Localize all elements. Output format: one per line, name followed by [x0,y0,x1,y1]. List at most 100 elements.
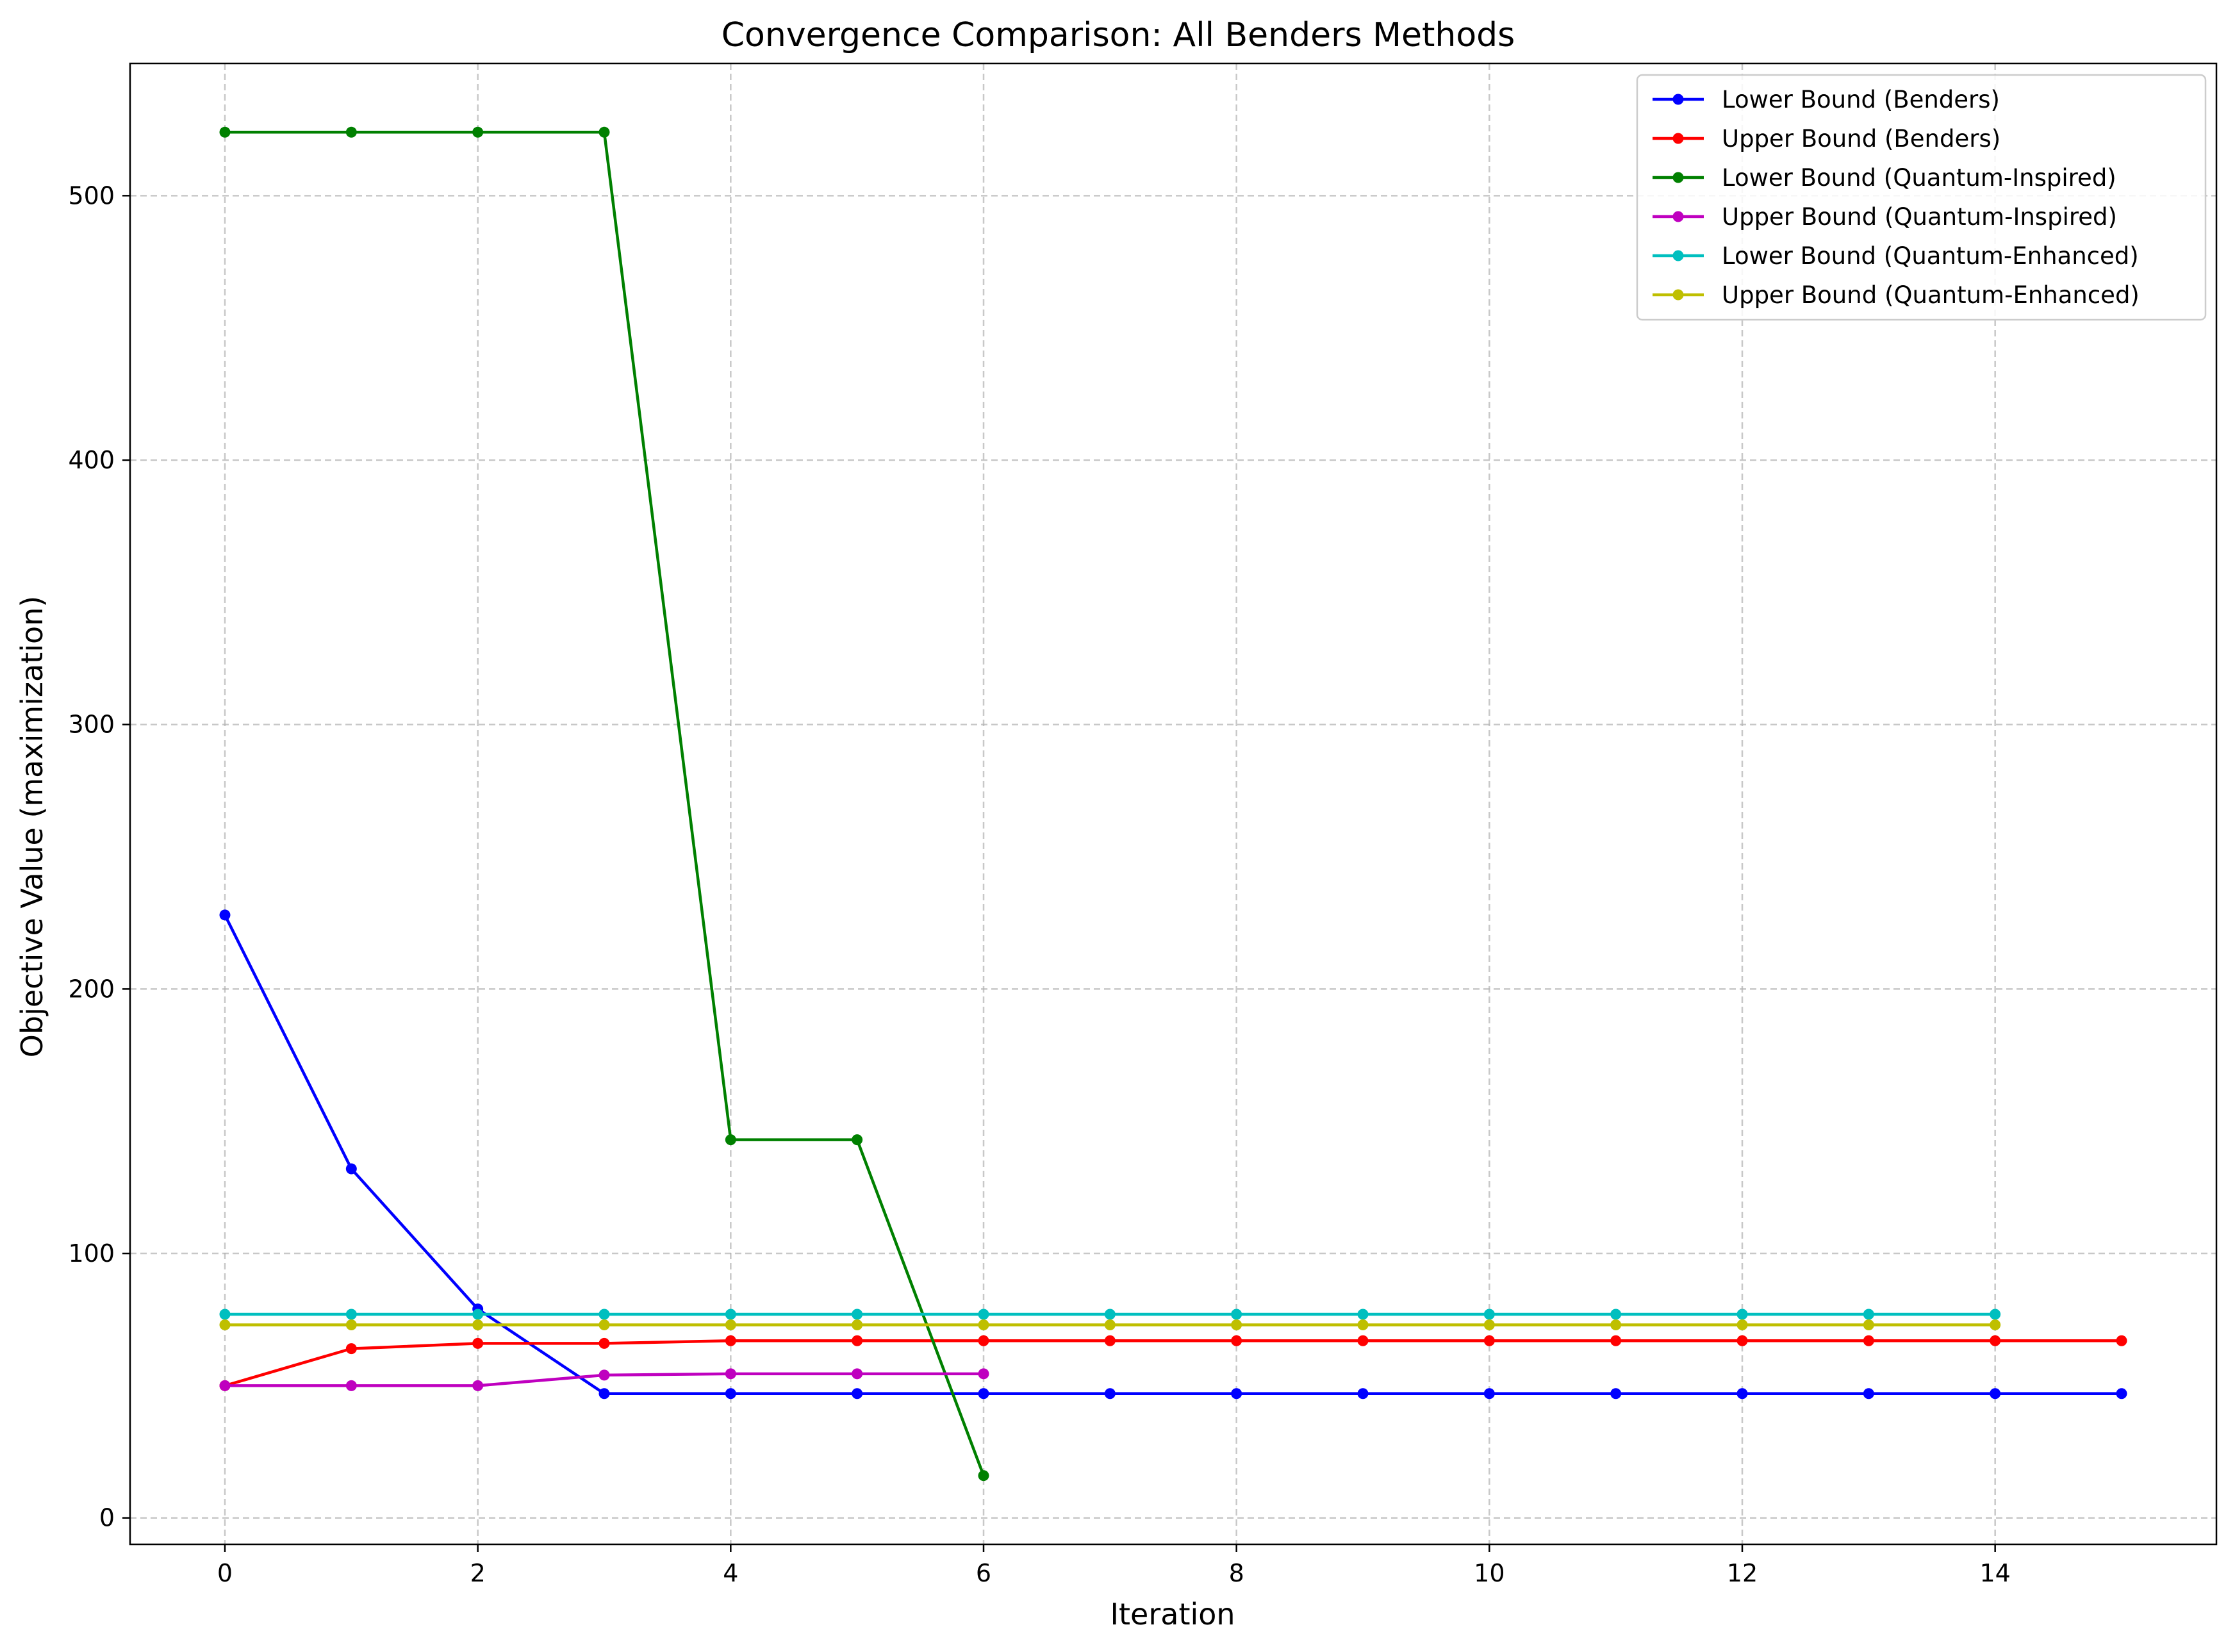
data-point [345,1309,357,1320]
y-tick-label: 200 [68,975,115,1003]
data-point [852,1388,863,1400]
series-4 [219,1368,989,1391]
data-point [1990,1319,2001,1330]
legend-swatch-marker [1672,289,1684,301]
legend-item: Lower Bound (Quantum-Inspired) [1653,164,2116,192]
data-point [598,1319,610,1330]
data-point [1483,1335,1495,1346]
data-point [219,1319,231,1330]
x-tick-label: 10 [1474,1559,1505,1587]
data-point [978,1368,989,1380]
data-point [1610,1319,1622,1330]
data-point [219,1309,231,1320]
legend-label: Upper Bound (Quantum-Inspired) [1722,203,2117,231]
data-point [1483,1319,1495,1330]
data-point [2116,1388,2127,1400]
data-point [1736,1319,1748,1330]
data-point [978,1319,989,1330]
legend-item: Lower Bound (Benders) [1653,86,2000,113]
data-point [598,126,610,138]
plot-frame [129,62,2218,1546]
legend-item: Lower Bound (Quantum-Enhanced) [1653,242,2139,270]
data-point [852,1368,863,1380]
x-tick-label: 14 [1979,1559,2010,1587]
legend: Lower Bound (Benders) Upper Bound (Bender… [1636,74,2207,321]
data-point [1610,1309,1622,1320]
legend-label: Lower Bound (Benders) [1722,86,2000,113]
legend-item: Upper Bound (Quantum-Enhanced) [1653,281,2140,309]
data-point [598,1388,610,1400]
y-axis-label: Objective Value (maximization) [15,596,49,1058]
data-point [1231,1309,1242,1320]
data-point [725,1134,736,1146]
data-point [1483,1309,1495,1320]
legend-box [1636,74,2207,321]
legend-swatch-marker [1672,133,1684,144]
series-line [224,1339,2122,1387]
data-point [2116,1335,2127,1346]
data-point [852,1319,863,1330]
data-point [345,1343,357,1355]
data-point [1736,1388,1748,1400]
series-6 [219,1319,2001,1330]
legend-label: Upper Bound (Quantum-Enhanced) [1722,281,2140,309]
y-tick-label: 0 [99,1504,115,1532]
legend-swatch-marker [1672,172,1684,183]
x-tick-label: 0 [217,1559,233,1587]
legend-label: Lower Bound (Quantum-Inspired) [1722,164,2116,192]
data-point [1357,1319,1369,1330]
data-point [978,1388,989,1400]
data-point [1357,1335,1369,1346]
data-point [1231,1319,1242,1330]
x-tick-label: 12 [1727,1559,1758,1587]
x-tick-label: 6 [976,1559,991,1587]
y-tick-label: 300 [68,711,115,739]
data-point [725,1368,736,1380]
y-tick-label: 100 [68,1239,115,1268]
legend-item: Upper Bound (Benders) [1653,125,2000,153]
series-line [225,131,986,1476]
data-point [1863,1335,1874,1346]
data-point [1990,1335,2001,1346]
data-point [1990,1388,2001,1400]
data-point [978,1309,989,1320]
data-point [725,1388,736,1400]
x-axis-label: Iteration [1110,1597,1235,1631]
data-point [219,1380,231,1391]
data-point [598,1337,610,1349]
data-point [472,1319,484,1330]
y-tick-label: 500 [68,181,115,210]
chart-title: Convergence Comparison: All Benders Meth… [722,16,1515,54]
data-point [1357,1388,1369,1400]
data-point [345,1319,357,1330]
data-point [1863,1309,1874,1320]
legend-swatch-marker [1672,250,1684,261]
data-point [725,1309,736,1320]
data-point [1610,1335,1622,1346]
x-tick-label: 4 [723,1559,738,1587]
data-point [472,1337,484,1349]
data-point [219,909,231,921]
data-point [1104,1388,1116,1400]
data-point [472,126,484,138]
legend-swatch-marker [1672,211,1684,222]
data-point [1357,1309,1369,1320]
data-point [1104,1335,1116,1346]
data-point [598,1309,610,1320]
data-point [1863,1388,1874,1400]
data-point [472,1309,484,1320]
data-point [219,126,231,138]
data-point [1104,1309,1116,1320]
series-3 [219,126,989,1482]
data-point [725,1335,736,1346]
data-point [345,126,357,138]
data-point [1990,1309,2001,1320]
data-point [345,1163,357,1175]
data-point [1736,1309,1748,1320]
series-line [223,914,2122,1396]
axes-layer: 0 2 4 6 8 10 12 14 0 100 200 300 400 500 [68,62,2218,1587]
data-point [1231,1335,1242,1346]
data-point [978,1470,989,1482]
legend-label: Lower Bound (Quantum-Enhanced) [1722,242,2139,270]
x-tick-label: 8 [1229,1559,1244,1587]
